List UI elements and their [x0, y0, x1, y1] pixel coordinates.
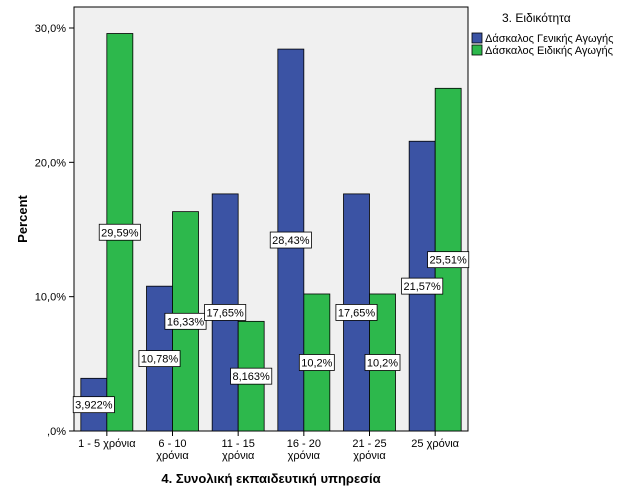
- data-label-text: 21,57%: [404, 281, 442, 293]
- data-label: 25,51%: [427, 251, 470, 269]
- legend-title: 3. Ειδικότητα: [502, 11, 571, 25]
- data-label-box: [164, 312, 207, 330]
- data-label-text: 29,59%: [101, 227, 139, 239]
- data-label-text: 16,33%: [167, 316, 205, 328]
- data-label-box: [401, 277, 444, 295]
- data-label-box: [72, 396, 115, 414]
- data-label-box: [269, 231, 312, 249]
- y-tick-label: 30,0%: [35, 23, 66, 35]
- data-label-text: 8,163%: [233, 371, 271, 383]
- data-label: 16,33%: [164, 312, 207, 330]
- data-label-text: 10,2%: [301, 357, 332, 369]
- data-label: 8,163%: [230, 367, 273, 385]
- data-label: 21,57%: [401, 277, 444, 295]
- data-label: 3,922%: [72, 396, 115, 414]
- legend-swatch: [471, 32, 483, 44]
- data-label: 10,2%: [364, 354, 401, 371]
- data-label-box: [98, 223, 141, 241]
- y-tick-label: 20,0%: [35, 157, 66, 169]
- legend: 3. Ειδικότητα Δάσκαλος Γενικής ΑγωγήςΔάσ…: [471, 11, 613, 57]
- data-label-box: [204, 304, 247, 321]
- data-label-text: 10,78%: [141, 354, 179, 366]
- data-label: 10,2%: [298, 354, 335, 371]
- x-tick-label: 1 - 5 χρόνια: [78, 438, 136, 450]
- legend-label: Δάσκαλος Ειδικής Αγωγής: [485, 45, 613, 57]
- x-tick-label: 25 χρόνια: [411, 438, 459, 450]
- x-tick-label: χρόνια: [288, 450, 321, 462]
- x-tick-label: χρόνια: [353, 450, 386, 462]
- legend-label: Δάσκαλος Γενικής Αγωγής: [485, 33, 613, 45]
- data-labels-layer: 3,922%29,59%10,78%16,33%17,65%8,163%28,4…: [72, 223, 470, 414]
- x-tick-label: χρόνια: [156, 450, 189, 462]
- data-label-box: [335, 304, 378, 321]
- x-tick-label: 21 - 25: [352, 438, 386, 450]
- x-tick-label: 6 - 10: [158, 438, 186, 450]
- data-label-box: [364, 354, 401, 371]
- data-label-text: 10,2%: [367, 357, 398, 369]
- data-label-text: 17,65%: [207, 307, 245, 319]
- data-label: 17,65%: [335, 304, 378, 321]
- data-label: 17,65%: [204, 304, 247, 321]
- data-label-text: 17,65%: [338, 307, 376, 319]
- y-axis: ,0% 10,0% 20,0% 30,0%: [35, 23, 74, 438]
- y-axis-title: Percent: [15, 194, 30, 242]
- data-label-box: [138, 350, 181, 367]
- x-tick-label: 11 - 15: [221, 438, 254, 450]
- data-label-text: 25,51%: [430, 255, 468, 267]
- legend-swatch: [471, 44, 483, 56]
- x-tick-label: χρόνια: [222, 450, 255, 462]
- data-label-box: [230, 367, 273, 385]
- data-label-text: 28,43%: [272, 235, 310, 247]
- x-axis-title: 4. Συνολική εκπαιδευτική υπηρεσία: [161, 471, 380, 486]
- data-label: 28,43%: [269, 231, 312, 249]
- data-label-text: 3,922%: [75, 400, 113, 412]
- x-tick-label: 16 - 20: [287, 438, 321, 450]
- y-tick-label: 10,0%: [35, 292, 66, 304]
- data-label-box: [298, 354, 335, 371]
- data-label: 10,78%: [138, 350, 181, 367]
- data-label: 29,59%: [98, 223, 141, 241]
- y-tick-label: ,0%: [47, 426, 66, 438]
- data-label-box: [427, 251, 470, 269]
